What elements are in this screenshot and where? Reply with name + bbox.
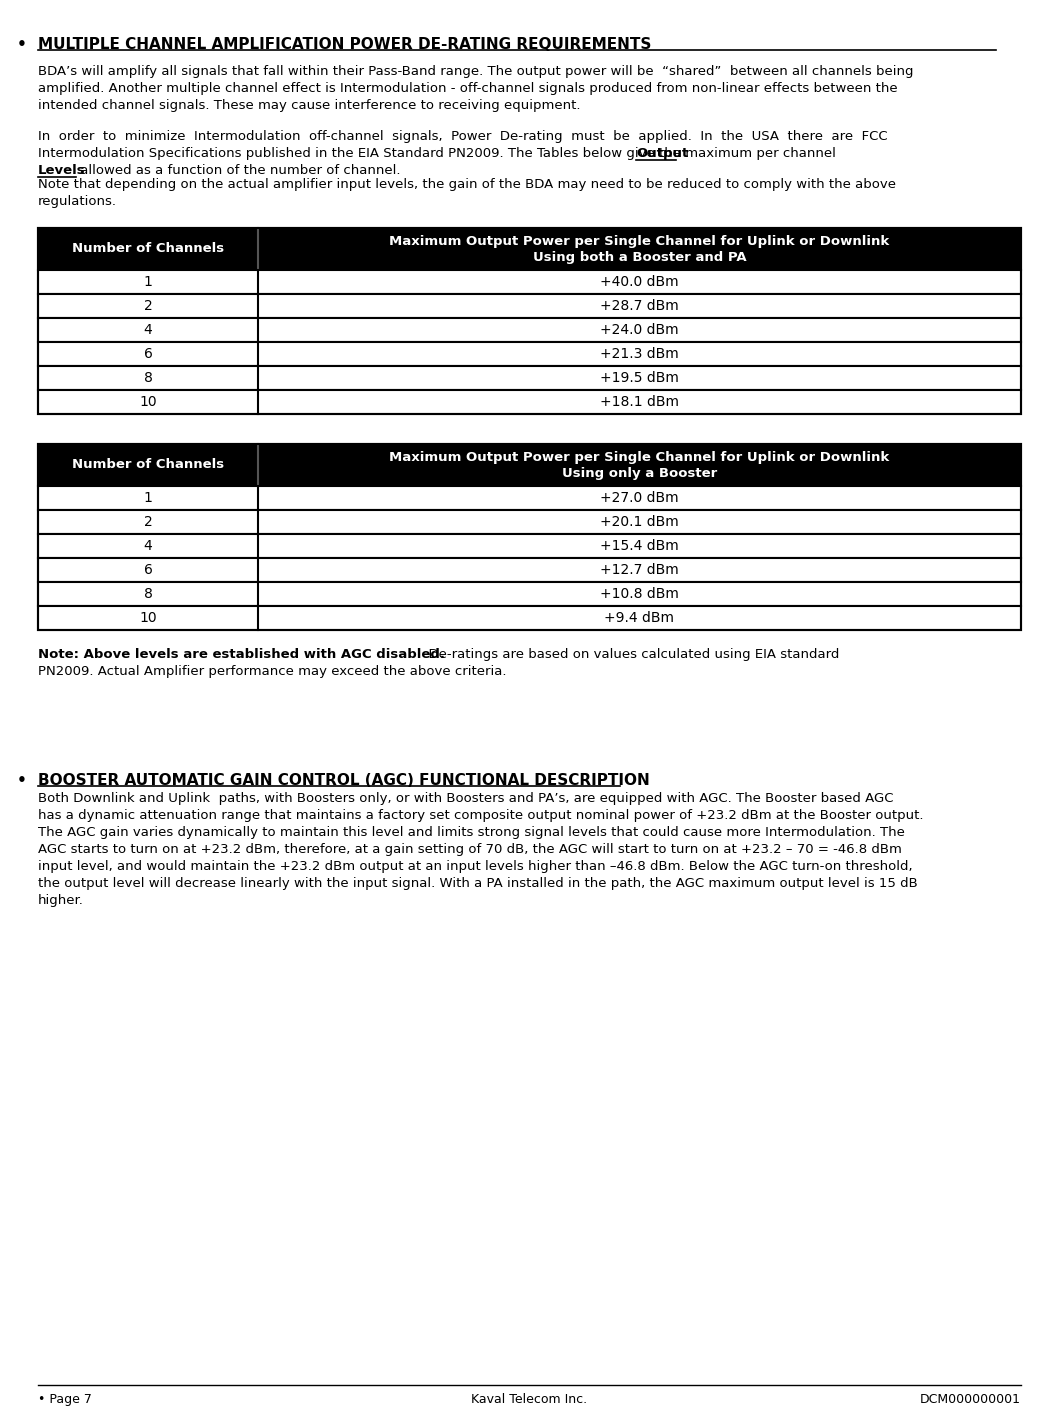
Text: Number of Channels: Number of Channels: [72, 459, 225, 471]
Bar: [38, 389, 1021, 413]
Text: 10: 10: [139, 395, 157, 409]
Text: Using only a Booster: Using only a Booster: [562, 467, 717, 481]
Text: Output: Output: [636, 147, 688, 159]
Bar: [38, 444, 1021, 629]
Bar: [38, 341, 1021, 365]
Text: +28.7 dBm: +28.7 dBm: [600, 299, 679, 313]
Text: •: •: [17, 773, 26, 787]
Text: amplified. Another multiple channel effect is Intermodulation - off-channel sign: amplified. Another multiple channel effe…: [38, 82, 898, 95]
Text: In  order  to  minimize  Intermodulation  off-channel  signals,  Power  De-ratin: In order to minimize Intermodulation off…: [38, 130, 887, 143]
Text: +40.0 dBm: +40.0 dBm: [600, 275, 679, 289]
Text: 2: 2: [144, 515, 152, 529]
Text: 8: 8: [144, 587, 152, 601]
Bar: [38, 444, 1021, 485]
Text: Maximum Output Power per Single Channel for Uplink or Downlink: Maximum Output Power per Single Channel …: [390, 450, 890, 463]
Text: BDA’s will amplify all signals that fall within their Pass-Band range. The outpu: BDA’s will amplify all signals that fall…: [38, 65, 914, 78]
Text: • Page 7: • Page 7: [38, 1393, 92, 1405]
Text: intended channel signals. These may cause interference to receiving equipment.: intended channel signals. These may caus…: [38, 99, 580, 111]
Text: regulations.: regulations.: [38, 195, 116, 207]
Text: Maximum Output Power per Single Channel for Uplink or Downlink: Maximum Output Power per Single Channel …: [390, 234, 890, 247]
Text: Note: Above levels are established with AGC disabled.: Note: Above levels are established with …: [38, 648, 445, 660]
Bar: [38, 509, 1021, 533]
Text: +24.0 dBm: +24.0 dBm: [600, 323, 679, 337]
Text: +21.3 dBm: +21.3 dBm: [600, 347, 679, 361]
Text: 6: 6: [144, 563, 152, 577]
Text: Kaval Telecom Inc.: Kaval Telecom Inc.: [471, 1393, 588, 1405]
Text: +18.1 dBm: +18.1 dBm: [600, 395, 679, 409]
Text: the output level will decrease linearly with the input signal. With a PA install: the output level will decrease linearly …: [38, 878, 918, 890]
Text: DCM000000001: DCM000000001: [920, 1393, 1021, 1405]
Text: 1: 1: [144, 491, 152, 505]
Bar: [38, 485, 1021, 509]
Text: 2: 2: [144, 299, 152, 313]
Bar: [38, 229, 1021, 270]
Bar: [38, 293, 1021, 317]
Text: Levels: Levels: [38, 164, 86, 176]
Text: Both Downlink and Uplink  paths, with Boosters only, or with Boosters and PA’s, : Both Downlink and Uplink paths, with Boo…: [38, 792, 894, 806]
Text: 8: 8: [144, 371, 152, 385]
Text: +15.4 dBm: +15.4 dBm: [600, 539, 679, 553]
Text: Using both a Booster and PA: Using both a Booster and PA: [533, 251, 747, 264]
Text: +9.4 dBm: +9.4 dBm: [605, 611, 675, 625]
Bar: [38, 365, 1021, 389]
Text: Number of Channels: Number of Channels: [72, 243, 225, 255]
Text: 10: 10: [139, 611, 157, 625]
Text: 6: 6: [144, 347, 152, 361]
Text: 4: 4: [144, 539, 152, 553]
Text: +20.1 dBm: +20.1 dBm: [600, 515, 679, 529]
Bar: [38, 557, 1021, 581]
Text: BOOSTER AUTOMATIC GAIN CONTROL (AGC) FUNCTIONAL DESCRIPTION: BOOSTER AUTOMATIC GAIN CONTROL (AGC) FUN…: [38, 773, 650, 787]
Bar: [38, 581, 1021, 605]
Text: •: •: [17, 37, 26, 52]
Text: 4: 4: [144, 323, 152, 337]
Text: +12.7 dBm: +12.7 dBm: [600, 563, 679, 577]
Text: De-ratings are based on values calculated using EIA standard: De-ratings are based on values calculate…: [420, 648, 840, 660]
Bar: [38, 533, 1021, 557]
Text: Intermodulation Specifications published in the EIA Standard PN2009. The Tables : Intermodulation Specifications published…: [38, 147, 840, 159]
Text: allowed as a function of the number of channel.: allowed as a function of the number of c…: [76, 164, 400, 176]
Text: MULTIPLE CHANNEL AMPLIFICATION POWER DE-RATING REQUIREMENTS: MULTIPLE CHANNEL AMPLIFICATION POWER DE-…: [38, 37, 651, 52]
Text: PN2009. Actual Amplifier performance may exceed the above criteria.: PN2009. Actual Amplifier performance may…: [38, 665, 506, 679]
Text: +19.5 dBm: +19.5 dBm: [600, 371, 679, 385]
Bar: [38, 317, 1021, 341]
Text: higher.: higher.: [38, 895, 84, 907]
Text: +10.8 dBm: +10.8 dBm: [600, 587, 679, 601]
Text: has a dynamic attenuation range that maintains a factory set composite output no: has a dynamic attenuation range that mai…: [38, 809, 923, 823]
Text: The AGC gain varies dynamically to maintain this level and limits strong signal : The AGC gain varies dynamically to maint…: [38, 825, 904, 840]
Bar: [38, 605, 1021, 629]
Text: +27.0 dBm: +27.0 dBm: [600, 491, 679, 505]
Text: input level, and would maintain the +23.2 dBm output at an input levels higher t: input level, and would maintain the +23.…: [38, 859, 913, 873]
Text: 1: 1: [144, 275, 152, 289]
Text: Note that depending on the actual amplifier input levels, the gain of the BDA ma: Note that depending on the actual amplif…: [38, 178, 896, 190]
Bar: [38, 270, 1021, 293]
Text: AGC starts to turn on at +23.2 dBm, therefore, at a gain setting of 70 dB, the A: AGC starts to turn on at +23.2 dBm, ther…: [38, 842, 902, 856]
Bar: [38, 229, 1021, 413]
